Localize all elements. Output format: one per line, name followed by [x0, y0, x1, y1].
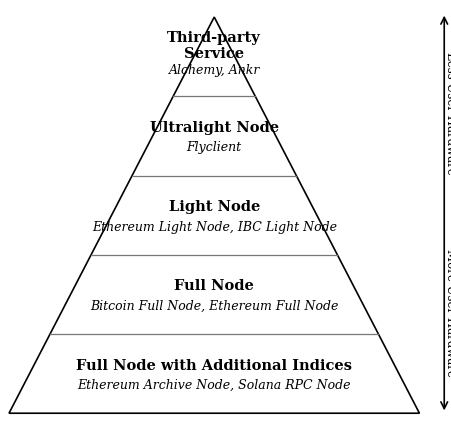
Text: Ethereum Archive Node, Solana RPC Node: Ethereum Archive Node, Solana RPC Node — [78, 379, 351, 392]
Text: More User Hardware: More User Hardware — [444, 249, 451, 377]
Text: Less User Hardware: Less User Hardware — [444, 52, 451, 174]
Text: Third-party
Service: Third-party Service — [167, 31, 261, 61]
Text: Full Node with Additional Indices: Full Node with Additional Indices — [76, 359, 352, 373]
Text: Full Node: Full Node — [174, 279, 254, 294]
Polygon shape — [9, 17, 419, 413]
Text: Flyclient: Flyclient — [187, 141, 242, 154]
Text: Ultralight Node: Ultralight Node — [150, 121, 279, 135]
Text: Light Node: Light Node — [169, 200, 260, 214]
Text: Alchemy, Ankr: Alchemy, Ankr — [169, 63, 260, 77]
Text: Bitcoin Full Node, Ethereum Full Node: Bitcoin Full Node, Ethereum Full Node — [90, 300, 338, 313]
Text: Ethereum Light Node, IBC Light Node: Ethereum Light Node, IBC Light Node — [92, 221, 337, 233]
